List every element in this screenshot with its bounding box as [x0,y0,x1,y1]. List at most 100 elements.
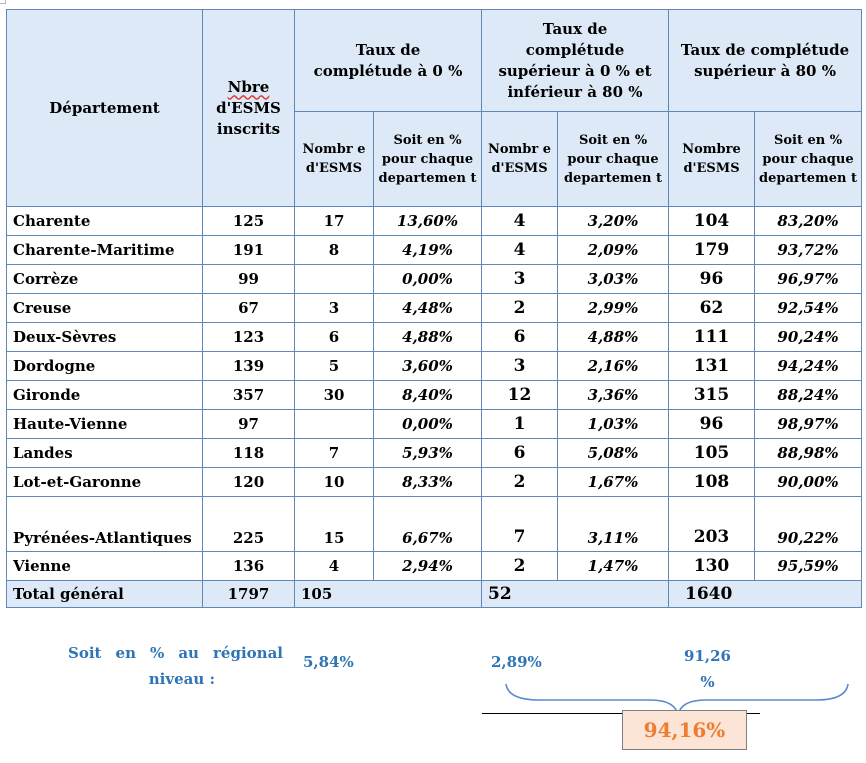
header-departement: Département [6,9,203,207]
departement-cell: Creuse [6,293,203,323]
header-group-mid: Taux de complétude supérieur à 0 % et in… [481,9,670,112]
pct-mid-cell: 1,67% [557,467,670,497]
departement-cell: Gironde [6,380,203,410]
sum-line [482,713,760,714]
nombre-zero-cell: 10 [294,467,374,497]
nombre-high-cell: 108 [668,467,756,497]
pct-zero-cell: 4,19% [372,235,483,265]
pct-zero-cell: 0,00% [372,409,483,439]
nombre-zero-cell: 3 [294,293,374,323]
nombre-high-cell: 104 [668,206,756,236]
nombre-high-cell: 130 [668,551,756,581]
pct-mid-cell: 4,88% [557,322,670,352]
pct-zero-cell: 4,88% [372,322,483,352]
inscrits-cell: 191 [202,235,295,265]
table-row: Dordogne 139 5 3,60% 3 2,16% 131 94,24% [6,351,863,381]
table-body: Charente 125 17 13,60% 4 3,20% 104 83,20% Charen… [6,206,863,581]
inscrits-cell: 125 [202,206,295,236]
nombre-zero-cell: 17 [294,206,374,236]
regional-label-line1: Soit en % au régional [68,644,283,662]
total-n2: 1640 [668,580,755,608]
nombre-high-cell: 203 [668,496,756,552]
pct-high-cell: 90,24% [754,322,863,352]
total-n1: 52 [481,580,558,608]
total-empty-p2 [754,580,863,608]
nombre-mid-cell: 6 [481,322,559,352]
table-row: Deux-Sèvres 123 6 4,88% 6 4,88% 111 90,24% [6,322,863,352]
header-esms-inscrits: d'ESMS inscrits [216,98,281,138]
header-nbre: Nbre [227,77,270,96]
nombre-mid-cell: 3 [481,351,559,381]
pct-mid-cell: 2,16% [557,351,670,381]
inscrits-cell: 99 [202,264,295,294]
departement-cell: Lot-et-Garonne [6,467,203,497]
nombre-mid-cell: 2 [481,293,559,323]
nombre-high-cell: 111 [668,322,756,352]
inscrits-cell: 139 [202,351,295,381]
nombre-mid-cell: 1 [481,409,559,439]
nombre-zero-cell [294,264,374,294]
departement-cell: Haute-Vienne [6,409,203,439]
inscrits-cell: 123 [202,322,295,352]
nombre-mid-cell: 2 [481,467,559,497]
table-row: Corrèze 99 0,00% 3 3,03% 96 96,97% [6,264,863,294]
header-nbre-esms: Nbre d'ESMS inscrits [202,9,295,207]
sub-header-pct-g3: Soit en % pour chaque departemen t [754,111,863,207]
nombre-mid-cell: 4 [481,206,559,236]
pct-high-cell: 96,97% [754,264,863,294]
sub-header-nombre-g2: Nombr e d'ESMS [481,111,559,207]
total-empty-p0 [373,580,483,608]
nombre-zero-cell: 7 [294,438,374,468]
departement-cell: Landes [6,438,203,468]
pct-high-cell: 88,24% [754,380,863,410]
nombre-zero-cell: 6 [294,322,374,352]
regional-label: Soit en % au régional niveau : [68,640,283,692]
nombre-zero-cell [294,409,374,439]
table-row: Charente-Maritime 191 8 4,19% 4 2,09% 179 93,72… [6,235,863,265]
pct-zero-cell: 5,93% [372,438,483,468]
regional-label-line2: niveau : [148,670,215,688]
regional-p1: 2,89% [491,653,542,671]
total-empty-p1 [557,580,670,608]
departement-cell: Dordogne [6,351,203,381]
pct-high-cell: 88,98% [754,438,863,468]
pct-high-cell: 94,24% [754,351,863,381]
sub-header-pct-g1: Soit en % pour chaque departemen t [372,111,483,207]
sub-header-nombre-g1: Nombr e d'ESMS [294,111,374,207]
inscrits-cell: 225 [202,496,295,552]
nombre-high-cell: 96 [668,409,756,439]
departement-cell: Deux-Sèvres [6,322,203,352]
nombre-zero-cell: 8 [294,235,374,265]
nombre-zero-cell: 4 [294,551,374,581]
regional-p2-line2: % [700,673,715,691]
departement-cell: Vienne [6,551,203,581]
pct-mid-cell: 3,11% [557,496,670,552]
pct-mid-cell: 1,03% [557,409,670,439]
departement-cell: Pyrénées-Atlantiques [6,496,203,552]
pct-zero-cell: 6,67% [372,496,483,552]
nombre-mid-cell: 12 [481,380,559,410]
page-corner-mark [0,0,6,4]
pct-mid-cell: 3,36% [557,380,670,410]
pct-zero-cell: 13,60% [372,206,483,236]
pct-zero-cell: 3,60% [372,351,483,381]
pct-mid-cell: 2,99% [557,293,670,323]
table-row: Landes 118 7 5,93% 6 5,08% 105 88,98% [6,438,863,468]
departement-cell: Charente [6,206,203,236]
total-n0: 105 [294,580,374,608]
table-row: Haute-Vienne 97 0,00% 1 1,03% 96 98,97% [6,409,863,439]
nombre-zero-cell: 15 [294,496,374,552]
table-row: Vienne 136 4 2,94% 2 1,47% 130 95,59% [6,551,863,581]
sub-header-pct-g2: Soit en % pour chaque departemen t [557,111,670,207]
pct-zero-cell: 8,33% [372,467,483,497]
departement-cell: Corrèze [6,264,203,294]
nombre-high-cell: 96 [668,264,756,294]
pct-high-cell: 93,72% [754,235,863,265]
pct-mid-cell: 5,08% [557,438,670,468]
nombre-mid-cell: 7 [481,496,559,552]
pct-high-cell: 90,00% [754,467,863,497]
regional-p2: 91,26 % [684,643,731,695]
pct-high-cell: 95,59% [754,551,863,581]
inscrits-cell: 357 [202,380,295,410]
pct-high-cell: 90,22% [754,496,863,552]
